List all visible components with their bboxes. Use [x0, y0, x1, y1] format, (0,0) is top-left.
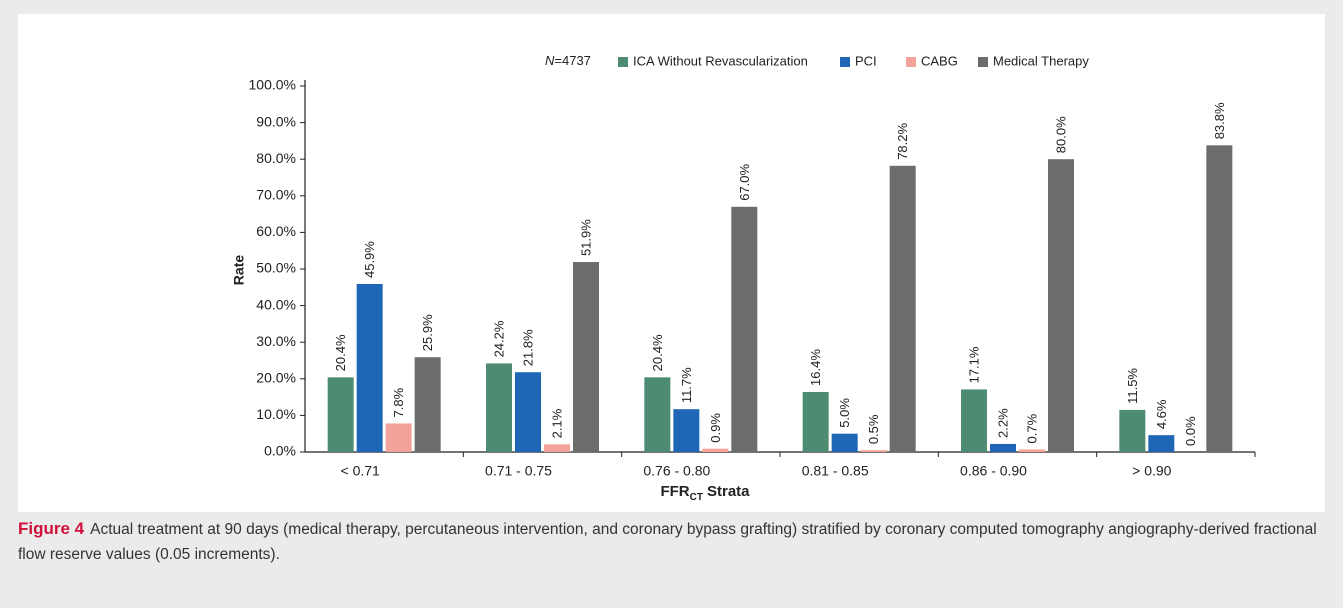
- y-tick-label: 20.0%: [256, 370, 296, 386]
- y-tick-label: 10.0%: [256, 406, 296, 422]
- bar: [702, 448, 729, 452]
- value-label: 16.4%: [808, 349, 823, 386]
- value-label: 0.9%: [708, 413, 723, 443]
- x-tick-label: 0.86 - 0.90: [960, 463, 1027, 479]
- bar: [544, 444, 570, 452]
- y-tick-label: 30.0%: [256, 333, 296, 349]
- x-tick-label: 0.81 - 0.85: [802, 463, 869, 479]
- caption-text: Actual treatment at 90 days (medical the…: [18, 521, 1317, 563]
- value-label: 78.2%: [895, 122, 910, 159]
- value-label: 67.0%: [737, 163, 752, 200]
- bar: [990, 443, 1016, 452]
- value-label: 45.9%: [362, 241, 377, 278]
- bar: [1019, 449, 1045, 452]
- bar: [802, 391, 829, 452]
- figure-panel: [18, 14, 1325, 512]
- value-label: 0.5%: [866, 414, 881, 444]
- value-label: 21.8%: [520, 329, 535, 366]
- y-tick-label: 50.0%: [256, 260, 296, 276]
- bar: [961, 389, 987, 452]
- bar: [1148, 435, 1175, 452]
- value-label: 2.1%: [549, 408, 564, 438]
- value-label: 5.0%: [837, 398, 852, 428]
- caption: Figure 4 Actual treatment at 90 days (med…: [18, 516, 1323, 567]
- x-axis-label: FFRCT Strata: [660, 483, 750, 503]
- value-label: 2.2%: [995, 408, 1010, 438]
- x-axis-label-rest: Strata: [707, 483, 750, 500]
- caption-label: Figure 4: [18, 519, 85, 538]
- x-tick-label: < 0.71: [341, 463, 381, 479]
- bar: [831, 433, 858, 452]
- y-tick-label: 40.0%: [256, 296, 296, 312]
- value-label: 0.7%: [1024, 413, 1039, 443]
- legend-swatch: [978, 57, 988, 67]
- value-label: 51.9%: [578, 219, 593, 256]
- value-label: 80.0%: [1053, 116, 1068, 153]
- bar: [731, 206, 758, 452]
- legend-label: PCI: [855, 53, 877, 68]
- x-tick-label: > 0.90: [1132, 463, 1172, 479]
- bar: [356, 284, 383, 452]
- value-label: 20.4%: [333, 334, 348, 371]
- x-axis-label-sub: CT: [690, 492, 703, 503]
- bar: [573, 262, 599, 452]
- y-tick-label: 70.0%: [256, 187, 296, 203]
- sample-size: N=4737: [545, 53, 591, 68]
- bar: [1048, 159, 1074, 452]
- x-tick-label: 0.76 - 0.80: [643, 463, 710, 479]
- legend-swatch: [618, 57, 628, 67]
- value-label: 83.8%: [1212, 102, 1227, 139]
- value-label: 17.1%: [966, 346, 981, 383]
- legend-label: ICA Without Revascularization: [633, 53, 808, 68]
- value-label: 20.4%: [650, 334, 665, 371]
- y-tick-label: 80.0%: [256, 150, 296, 166]
- value-label: 0.0%: [1183, 416, 1198, 446]
- bar: [644, 377, 671, 452]
- y-tick-label: 60.0%: [256, 223, 296, 239]
- bar: [486, 363, 512, 452]
- bar: [327, 377, 354, 452]
- bar: [1206, 145, 1233, 453]
- y-axis-label: Rate: [231, 255, 247, 286]
- legend-swatch: [840, 57, 850, 67]
- legend-label: CABG: [921, 53, 958, 68]
- value-label: 11.5%: [1125, 368, 1140, 404]
- bar: [515, 372, 541, 452]
- bar: [414, 357, 441, 452]
- x-axis-label-main: FFR: [660, 483, 689, 500]
- x-tick-label: 0.71 - 0.75: [485, 463, 552, 479]
- value-label: 24.2%: [491, 320, 506, 357]
- y-tick-label: 0.0%: [264, 443, 296, 459]
- value-label: 25.9%: [420, 314, 435, 351]
- bar: [860, 450, 887, 452]
- y-tick-label: 90.0%: [256, 113, 296, 129]
- bar: [673, 409, 700, 452]
- value-label: 11.7%: [679, 367, 694, 403]
- value-label: 4.6%: [1154, 399, 1169, 429]
- bar: [889, 165, 916, 452]
- chart: Rate FFRCT Strata 0.0% 10.0% 20.0% 30.0% 40.0…: [231, 53, 1256, 503]
- legend-label: Medical Therapy: [993, 53, 1089, 68]
- bar: [385, 423, 412, 452]
- value-label: 7.8%: [391, 387, 406, 417]
- y-tick-label: 100.0%: [249, 77, 296, 93]
- bar: [1119, 409, 1146, 452]
- legend-swatch: [906, 57, 916, 67]
